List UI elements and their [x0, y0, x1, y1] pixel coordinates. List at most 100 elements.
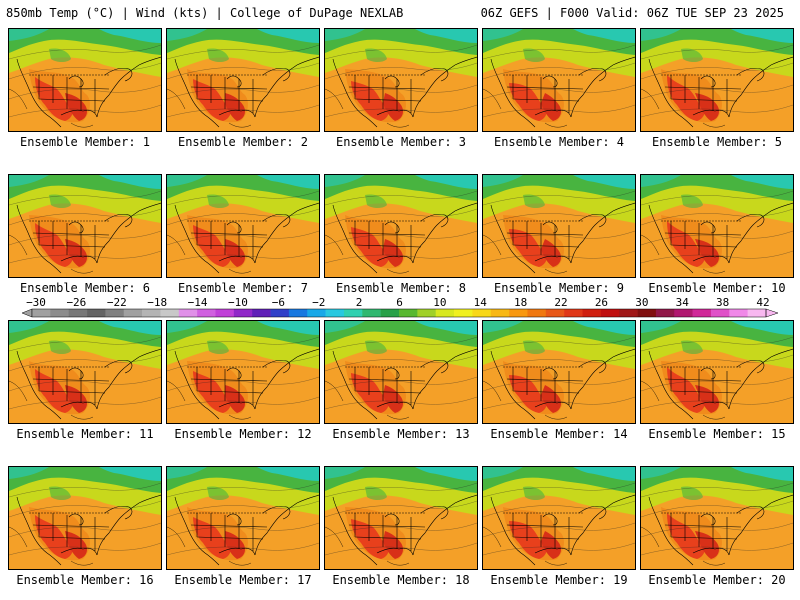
- member-caption: Ensemble Member: 12: [174, 427, 312, 441]
- map-panel: [166, 28, 320, 132]
- member-caption: Ensemble Member: 16: [16, 573, 154, 587]
- member-caption: Ensemble Member: 6: [19, 281, 151, 295]
- colorbar-segment: [160, 309, 180, 317]
- temperature-map: [641, 467, 793, 569]
- member-caption: Ensemble Member: 19: [490, 573, 628, 587]
- colorbar-tick-label: 26: [594, 296, 609, 309]
- colorbar-segment: [472, 309, 492, 317]
- colorbar-segment: [123, 309, 143, 317]
- colorbar-segment: [674, 309, 693, 317]
- colorbar-segment: [307, 309, 326, 317]
- map-panel: [166, 174, 320, 278]
- colorbar-tick-label: −26: [66, 296, 87, 309]
- map-panel: [166, 466, 320, 570]
- colorbar-tick-label: −6: [271, 296, 285, 309]
- colorbar-tick-label: −2: [312, 296, 326, 309]
- temperature-map: [9, 467, 161, 569]
- colorbar-tick-label: 30: [635, 296, 649, 309]
- temperature-map: [641, 29, 793, 131]
- temperature-map: [641, 175, 793, 277]
- member-caption: Ensemble Member: 17: [174, 573, 312, 587]
- colorbar-segment: [710, 309, 730, 317]
- colorbar-segment: [197, 309, 216, 317]
- colorbar-tick-label: 18: [514, 296, 528, 309]
- colorbar-tick-label: 38: [715, 296, 730, 309]
- colorbar-segment: [252, 309, 271, 317]
- colorbar-arrow-left: [21, 308, 33, 318]
- temperature-map: [483, 175, 635, 277]
- member-caption: Ensemble Member: 20: [648, 573, 786, 587]
- colorbar-segment: [619, 309, 638, 317]
- map-panel: [482, 466, 636, 570]
- map-panel: [324, 466, 478, 570]
- colorbar-segment: [50, 309, 69, 317]
- map-panel: [8, 28, 162, 132]
- colorbar-segment: [288, 309, 308, 317]
- map-panel: [8, 174, 162, 278]
- colorbar-segment: [215, 309, 235, 317]
- colorbar-tick-label: −18: [147, 296, 168, 309]
- colorbar-tick-label: −14: [187, 296, 208, 309]
- colorbar-segment: [87, 309, 106, 317]
- member-caption: Ensemble Member: 8: [335, 281, 467, 295]
- temperature-map: [167, 175, 319, 277]
- member-caption: Ensemble Member: 3: [335, 135, 467, 149]
- colorbar-tick-label: 42: [756, 296, 770, 309]
- colorbar-outline: [31, 308, 767, 318]
- map-panel: [8, 320, 162, 424]
- temperature-map: [641, 321, 793, 423]
- map-panel: [324, 174, 478, 278]
- map-panel: [482, 320, 636, 424]
- temperature-map: [483, 321, 635, 423]
- colorbar-segment: [68, 309, 88, 317]
- member-caption: Ensemble Member: 18: [332, 573, 470, 587]
- colorbar-tick-label: −22: [106, 296, 127, 309]
- map-panel: [640, 466, 794, 570]
- colorbar-segment: [490, 309, 510, 317]
- colorbar-segment: [325, 309, 345, 317]
- temperature-map: [167, 321, 319, 423]
- colorbar-segment: [527, 309, 547, 317]
- map-panel: [640, 320, 794, 424]
- colorbar-tick-label: 14: [473, 296, 487, 309]
- member-caption: Ensemble Member: 7: [177, 281, 309, 295]
- colorbar-tick-label: −30: [26, 296, 46, 309]
- member-caption: Ensemble Member: 13: [332, 427, 470, 441]
- colorbar-segment: [105, 309, 125, 317]
- colorbar-tick-label: −10: [228, 296, 248, 309]
- member-caption: Ensemble Member: 14: [490, 427, 628, 441]
- member-caption: Ensemble Member: 11: [16, 427, 154, 441]
- temperature-map: [483, 467, 635, 569]
- colorbar: [21, 308, 779, 318]
- temperature-map: [325, 175, 477, 277]
- colorbar-segment: [343, 309, 363, 317]
- colorbar-segment: [454, 309, 473, 317]
- member-caption: Ensemble Member: 10: [648, 281, 786, 295]
- colorbar-segment: [545, 309, 565, 317]
- map-panel: [166, 320, 320, 424]
- colorbar-tick-label: 2: [355, 296, 363, 309]
- colorbar-segment: [729, 309, 748, 317]
- temperature-map: [9, 29, 161, 131]
- colorbar-segment: [142, 309, 161, 317]
- map-panel: [324, 320, 478, 424]
- map-panel: [482, 28, 636, 132]
- colorbar-segment: [32, 309, 51, 317]
- colorbar-segment: [417, 309, 436, 317]
- colorbar-tick-label: 10: [433, 296, 447, 309]
- member-caption: Ensemble Member: 9: [493, 281, 625, 295]
- colorbar-arrow-right: [765, 308, 779, 318]
- temperature-map: [325, 321, 477, 423]
- colorbar-segment: [178, 309, 198, 317]
- title-right: 06Z GEFS | F000 Valid: 06Z TUE SEP 23 20…: [480, 6, 784, 20]
- member-caption: Ensemble Member: 5: [651, 135, 783, 149]
- member-caption: Ensemble Member: 4: [493, 135, 625, 149]
- colorbar-segment: [692, 309, 712, 317]
- map-panel: [640, 174, 794, 278]
- colorbar-segment: [435, 309, 455, 317]
- member-caption: Ensemble Member: 15: [648, 427, 786, 441]
- colorbar-segment: [564, 309, 583, 317]
- member-caption: Ensemble Member: 2: [177, 135, 309, 149]
- map-panel: [324, 28, 478, 132]
- colorbar-tick-label: 22: [554, 296, 568, 309]
